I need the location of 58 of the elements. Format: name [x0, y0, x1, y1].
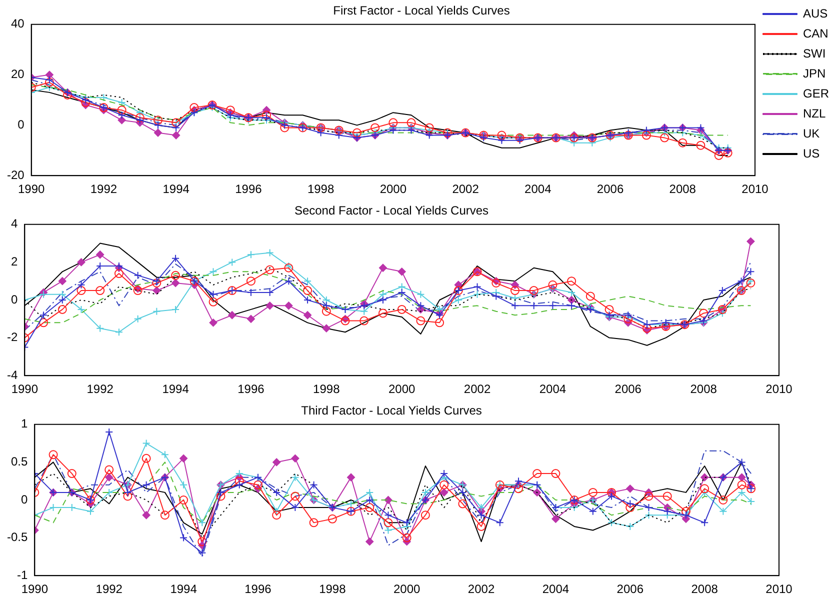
- x-tick-label: 2008: [691, 582, 718, 596]
- y-tick-label: 20: [10, 67, 25, 82]
- x-tick-label: 1998: [307, 182, 334, 196]
- y-tick-label: 40: [10, 16, 25, 31]
- x-tick-label: 2010: [742, 182, 769, 196]
- x-tick-label: 2006: [614, 382, 642, 396]
- x-tick-label: 2000: [388, 382, 416, 396]
- x-tick-label: 2008: [690, 382, 718, 396]
- x-tick-label: 2004: [539, 382, 566, 396]
- x-tick-label: 2008: [669, 182, 696, 196]
- chart-title: First Factor - Local Yields Curves: [333, 4, 510, 18]
- x-tick-label: 2004: [542, 582, 570, 596]
- x-tick-label: 2006: [616, 582, 644, 596]
- legend-label: JPN: [802, 66, 826, 80]
- x-tick-label: 1998: [313, 382, 340, 396]
- legend-label: AUS: [802, 6, 828, 20]
- x-tick-label: 1990: [21, 582, 48, 596]
- y-tick-label: -0.5: [6, 530, 28, 544]
- y-tick-label: 1: [20, 416, 28, 431]
- x-tick-label: 1994: [170, 582, 198, 596]
- chart-title: Third Factor - Local Yields Curves: [301, 404, 482, 418]
- legend-label: GER: [802, 86, 830, 100]
- x-tick-label: 1990: [18, 182, 46, 196]
- y-tick-label: -4: [7, 368, 18, 382]
- x-tick-label: 2006: [596, 182, 624, 196]
- x-tick-label: 1994: [162, 382, 190, 396]
- x-tick-label: 2002: [464, 382, 491, 396]
- x-tick-label: 2010: [766, 382, 793, 396]
- x-tick-label: 1996: [235, 182, 262, 196]
- x-tick-label: 1996: [244, 582, 272, 596]
- x-tick-label: 1992: [90, 182, 118, 196]
- x-tick-label: 1992: [86, 382, 114, 396]
- y-tick-label: 0.5: [10, 454, 28, 469]
- y-tick-label: 0: [18, 118, 25, 132]
- x-tick-label: 1996: [238, 382, 265, 396]
- legend-label: SWI: [802, 46, 826, 60]
- y-tick-label: 0: [20, 492, 28, 506]
- y-tick-label: 2: [10, 254, 18, 269]
- x-tick-label: 1998: [319, 582, 346, 596]
- x-tick-label: 1990: [11, 382, 38, 396]
- legend-label: NZL: [802, 106, 826, 120]
- y-tick-label: 0: [10, 292, 18, 306]
- y-tick-label: -1: [17, 568, 28, 582]
- x-tick-label: 2002: [452, 182, 480, 196]
- x-tick-label: 2000: [393, 582, 421, 596]
- x-tick-label: 2002: [468, 582, 495, 596]
- legend-label: US: [802, 146, 820, 160]
- legend-label: UK: [802, 126, 820, 140]
- y-tick-label: 4: [10, 216, 18, 231]
- chart-title: Second Factor - Local Yields Curves: [294, 204, 489, 218]
- y-tick-label: -20: [7, 168, 25, 182]
- x-tick-label: 2010: [766, 582, 793, 596]
- y-tick-label: -2: [7, 330, 18, 344]
- x-tick-label: 2000: [380, 182, 407, 196]
- x-tick-label: 2004: [524, 182, 552, 196]
- x-tick-label: 1994: [162, 182, 190, 196]
- x-tick-label: 1992: [96, 582, 123, 596]
- legend-label: CAN: [802, 26, 828, 40]
